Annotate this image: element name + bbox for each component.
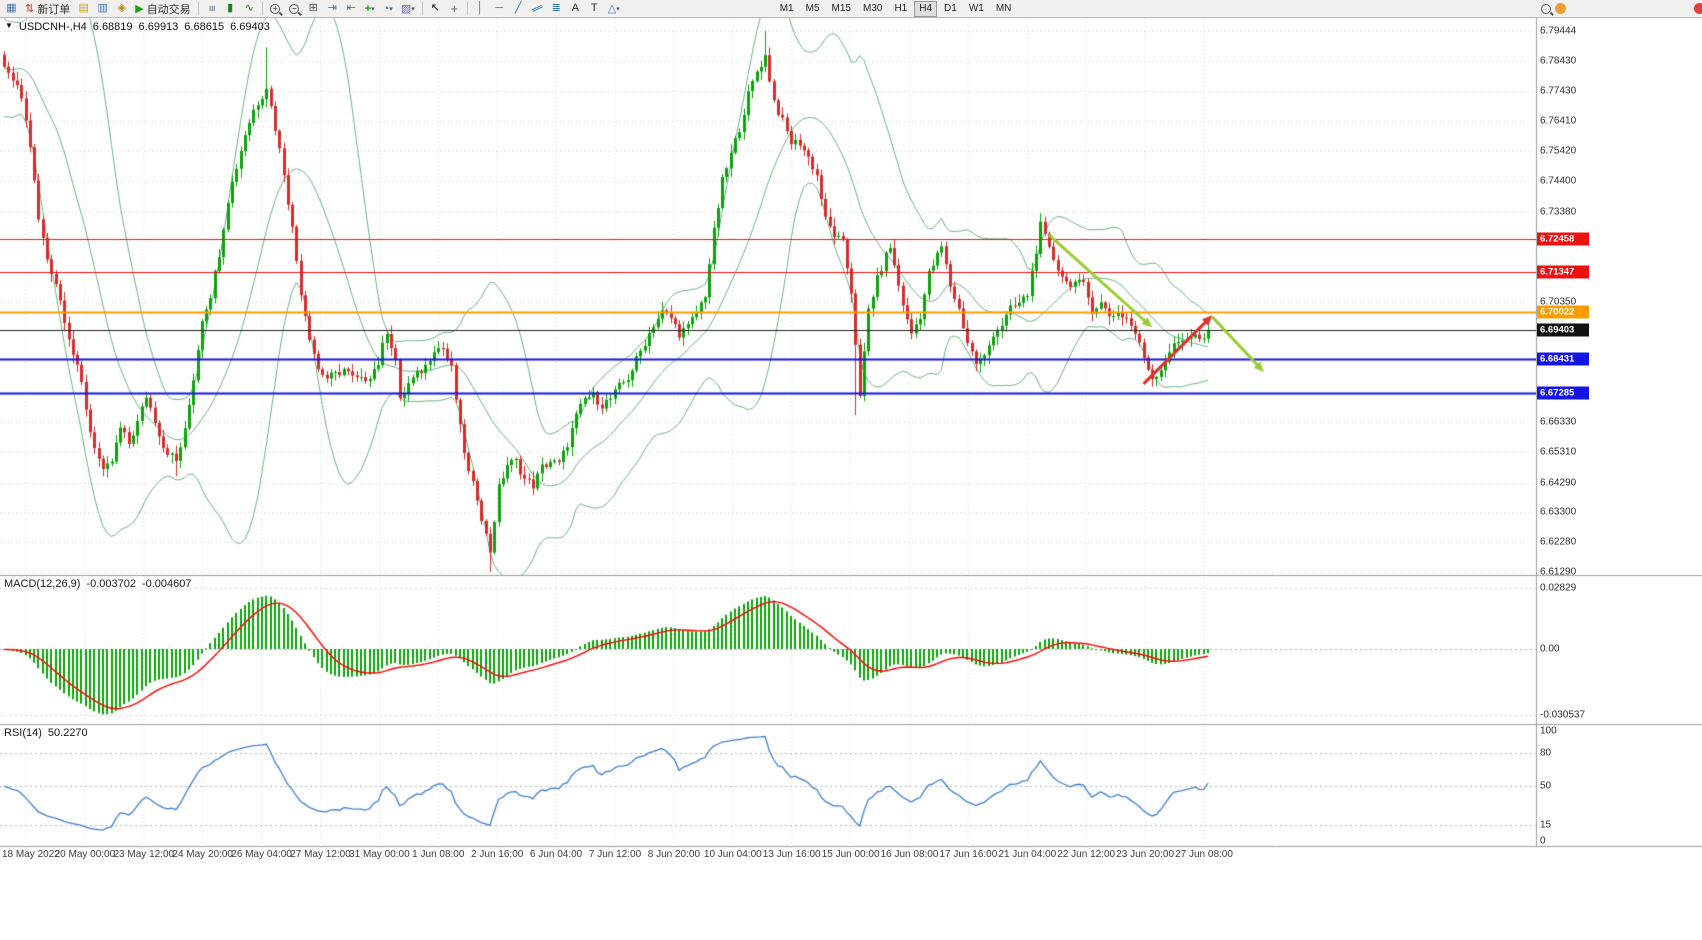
zoom-in-icon[interactable]: + [266,1,285,17]
search-lens [1540,3,1551,14]
chart-menu-triangle[interactable]: ▼ [5,21,13,30]
notification-icon[interactable] [1694,3,1702,14]
community-icon[interactable] [1555,3,1566,14]
bar-chart-type-icon[interactable]: ≡ [202,1,221,17]
autotrading-label: 自动交易 [146,3,191,16]
new-chart-icon[interactable]: ▦ [6,2,17,14]
toolbar-separator [197,2,199,15]
zoom-in-lens: + [270,3,281,14]
autotrading-button[interactable]: ▶ 自动交易 [131,1,194,17]
chart-shift-icon[interactable]: ⇤ [346,2,356,14]
market-watch-icon[interactable]: ▤ [78,2,89,14]
indicators-plus-icon: + [364,2,372,15]
templates-icon: ▨ [400,3,412,15]
templates-button[interactable]: ▨ ▾ [397,1,419,17]
text-label-tool-icon[interactable]: T [590,2,598,14]
channel-tool-icon[interactable]: ∥ [528,1,547,17]
timeframe-m5[interactable]: M5 [805,2,820,14]
new-order-button[interactable]: ⇅ 新订单 [21,1,74,17]
timeframe-d1[interactable]: D1 [944,2,957,14]
chevron-down-icon: ▾ [371,5,375,13]
periods-button[interactable]: ◔ ▾ [379,1,397,17]
navigator-icon[interactable]: ◈ [117,2,126,14]
zoom-out-sign: − [291,3,297,13]
data-window-icon[interactable]: ▥ [97,2,108,14]
timeframe-m30[interactable]: M30 [862,2,883,14]
main-toolbar: ▦ ⇅ 新订单 ▤ ▥ ◈ ▶ 自动交易 ≡ ▮ ∿ + − ⊞ ⇥ ⇤ + ▾… [0,0,1702,18]
cursor-icon[interactable]: ↖ [430,2,440,14]
new-order-label: 新订单 [37,3,71,16]
vertical-line-tool-icon[interactable]: │ [476,2,484,14]
chevron-down-icon: ▾ [411,5,415,13]
toolbar-separator [466,2,468,15]
timeframe-m15[interactable]: M15 [831,2,851,14]
crosshair-icon[interactable]: + [450,1,459,16]
fibonacci-tool-icon[interactable]: ≣ [551,2,561,14]
periods-clock-icon: ◔ [382,2,390,15]
shapes-icon: △ [607,3,617,15]
new-order-icon: ⇅ [25,3,35,15]
autotrading-play-icon: ▶ [135,3,144,15]
zoom-in-sign: + [272,3,278,13]
horizontal-line-tool-icon[interactable]: ─ [495,2,504,14]
shapes-tool-button[interactable]: △ ▾ [604,1,624,17]
channel-glyph: ∥ [531,3,545,14]
search-icon[interactable] [1536,1,1555,17]
timeframe-h4[interactable]: H4 [914,0,938,17]
trendline-tool-icon[interactable]: ╱ [514,2,522,14]
auto-scroll-icon[interactable]: ⇥ [327,2,337,14]
timeframe-toolbar: M1 M5 M15 M30 H1 H4 D1 W1 MN [774,0,1018,17]
timeframe-m1[interactable]: M1 [779,2,794,14]
text-tool-icon[interactable]: A [571,2,579,14]
zoom-out-icon[interactable]: − [285,1,304,17]
line-chart-type-icon[interactable]: ∿ [244,2,254,14]
timeframe-h1[interactable]: H1 [894,2,908,14]
timeframe-w1[interactable]: W1 [968,2,984,14]
zoom-out-lens: − [289,3,300,14]
chevron-down-icon: ▾ [389,5,393,13]
timeframe-mn[interactable]: MN [995,2,1012,14]
candlestick-chart-type-icon[interactable]: ▮ [227,2,234,14]
chevron-down-icon: ▾ [616,5,620,13]
toolbar-separator [261,2,263,15]
toolbar-separator [421,2,423,15]
bars-glyph: ≡ [205,5,218,12]
indicators-button[interactable]: + ▾ [361,1,379,17]
tile-windows-icon[interactable]: ⊞ [308,2,318,14]
